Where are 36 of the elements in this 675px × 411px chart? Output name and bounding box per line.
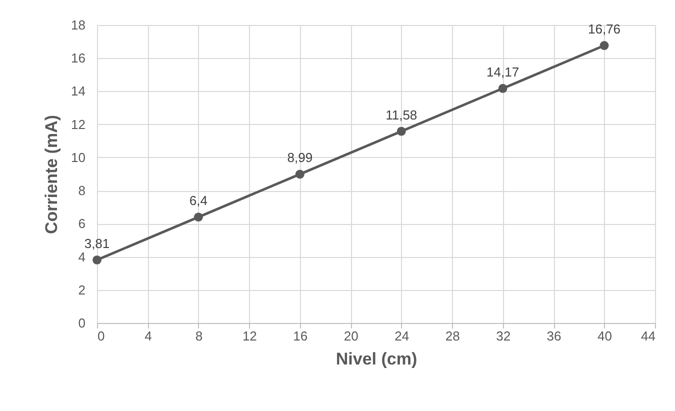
y-tick-label: 18 <box>71 18 86 32</box>
y-tick-label: 2 <box>78 282 86 298</box>
y-tick-label: 16 <box>71 50 86 66</box>
data-label: 11,58 <box>386 107 418 122</box>
point <box>194 212 203 222</box>
x-tick-label: 36 <box>546 328 562 344</box>
x-tick-label: 28 <box>445 328 460 344</box>
point <box>396 126 406 136</box>
x-tick-label: 16 <box>293 328 308 344</box>
y-tick-label: 12 <box>71 116 86 132</box>
data-label: 8,99 <box>287 150 313 166</box>
x-tick-label: 20 <box>344 328 358 344</box>
y-tick-label: 4 <box>78 249 86 264</box>
point <box>498 84 508 93</box>
y-tick-label: 8 <box>78 183 86 198</box>
x-tick-label: 32 <box>496 328 511 344</box>
x-tick-label: 40 <box>598 328 612 344</box>
y-tick-label: 6 <box>78 216 86 232</box>
point <box>295 170 304 179</box>
y-tick-label: 10 <box>71 150 86 165</box>
data-label: 6,4 <box>189 193 208 208</box>
y-tick-label: 14 <box>71 84 86 99</box>
x-tick-label: 8 <box>195 328 203 344</box>
x-axis-title: Nivel (cm) <box>336 350 418 368</box>
x-tick-label: 24 <box>394 328 410 344</box>
point <box>92 255 102 264</box>
x-tick-label: 12 <box>242 328 257 344</box>
x-tick-label: 4 <box>144 328 152 344</box>
y-tick-label: 0 <box>78 316 86 330</box>
x-tick-label: 0 <box>98 328 105 344</box>
y-axis-title: Corriente (mA) <box>42 114 62 234</box>
x-tick-label: 44 <box>641 328 656 344</box>
data-label: 14,17 <box>486 64 520 80</box>
data-label: 16,76 <box>588 22 621 37</box>
point <box>600 41 609 50</box>
data-label: 3,81 <box>84 236 110 251</box>
